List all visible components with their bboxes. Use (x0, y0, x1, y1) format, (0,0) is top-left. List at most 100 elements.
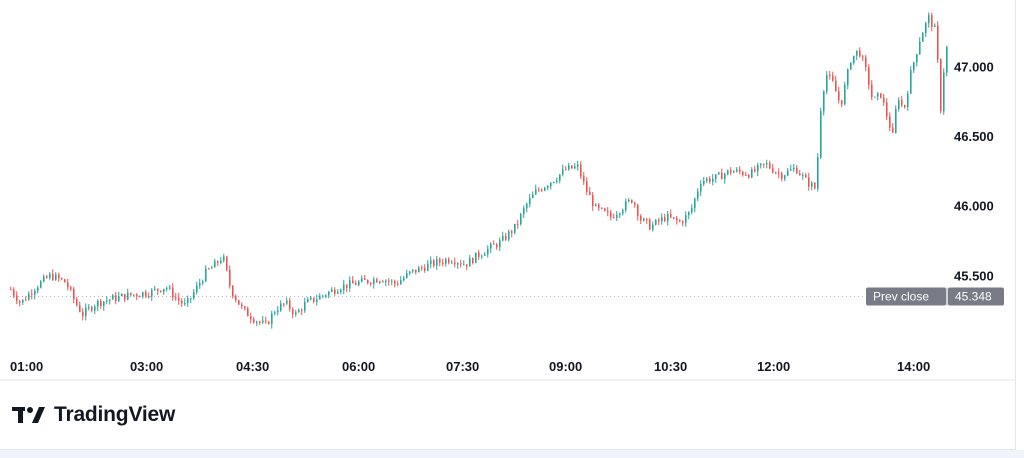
candle-body (856, 50, 858, 56)
candle-body (121, 293, 123, 297)
candle-body (328, 291, 330, 296)
candle-body (160, 290, 162, 292)
candle-body (766, 163, 768, 165)
candle-body (493, 243, 495, 245)
candle-body (865, 57, 867, 68)
candle-body (478, 252, 480, 257)
candle-body (334, 289, 336, 294)
candle-body (268, 321, 270, 324)
candle-body (592, 195, 594, 207)
brand[interactable]: TradingView (12, 402, 175, 428)
candle-body (13, 289, 15, 296)
candle-body (724, 173, 726, 180)
candle-body (241, 304, 243, 307)
candle-body (553, 181, 555, 183)
candle-body (718, 172, 720, 175)
candle-body (886, 102, 888, 117)
candle-body (322, 295, 324, 297)
candle-body (214, 261, 216, 268)
candle-body (67, 282, 69, 288)
candle-body (694, 198, 696, 209)
candle-body (892, 127, 894, 133)
candle-body (55, 274, 57, 280)
candle-body (877, 93, 879, 97)
candle-body (196, 285, 198, 293)
candle-body (97, 300, 99, 307)
candle-body (403, 277, 405, 281)
candle-body (499, 240, 501, 248)
candle-body (469, 258, 471, 267)
candle-body (301, 310, 303, 312)
candle-body (115, 295, 117, 301)
candle-body (661, 217, 663, 222)
candle-body (223, 256, 225, 261)
candle-body (292, 309, 294, 315)
candle-body (175, 297, 177, 299)
candle-body (751, 169, 753, 178)
candle-body (34, 290, 36, 295)
candle-body (124, 293, 126, 300)
candle-body (544, 187, 546, 191)
candle-body (238, 300, 240, 305)
candle-body (631, 199, 633, 203)
candle-body (583, 176, 585, 182)
candle-body (547, 186, 549, 188)
candlestick-chart[interactable]: 47.000 46.500 46.000 45.500 01:00 03:00 04:30… (0, 0, 1016, 450)
candle-body (472, 258, 474, 264)
candle-body (277, 310, 279, 313)
candle-body (421, 267, 423, 269)
candle-body (16, 295, 18, 302)
x-tick-label: 14:00 (897, 359, 930, 374)
candle-body (655, 219, 657, 225)
candle-body (94, 306, 96, 311)
candle-body (550, 182, 552, 187)
candle-body (622, 210, 624, 214)
candle-body (658, 219, 660, 222)
candle-body (250, 316, 252, 320)
candle-body (748, 175, 750, 178)
candle-body (85, 307, 87, 317)
candle-body (343, 284, 345, 290)
candle-body (637, 204, 639, 216)
candle-body (679, 220, 681, 222)
y-axis: 47.000 46.500 46.000 45.500 (954, 59, 994, 283)
candle-body (142, 292, 144, 297)
candle-body (325, 295, 327, 297)
candle-body (109, 299, 111, 301)
candle-body (367, 279, 369, 284)
candle-body (424, 268, 426, 271)
candle-body (730, 170, 732, 173)
candle-body (532, 194, 534, 199)
page-bottom-strip (0, 450, 1024, 458)
candle-body (427, 263, 429, 271)
candle-body (460, 263, 462, 265)
x-tick-label: 01:00 (10, 359, 43, 374)
candle-body (451, 262, 453, 264)
candle-body (400, 280, 402, 285)
candle-body (736, 169, 738, 172)
candle-body (715, 174, 717, 179)
candle-body (355, 283, 357, 285)
candle-body (412, 269, 414, 272)
candle-body (178, 297, 180, 301)
candle-body (841, 100, 843, 105)
candle-body (796, 167, 798, 174)
candle-body (535, 189, 537, 195)
candle-body (253, 319, 255, 323)
x-tick-label: 09:00 (549, 359, 582, 374)
candle-body (208, 268, 210, 270)
candle-body (790, 169, 792, 171)
prev-close-label-text: Prev close (873, 290, 929, 304)
prev-close-label: Prev close 45.348 (866, 287, 1004, 306)
candle-body (391, 280, 393, 282)
candle-body (682, 221, 684, 224)
candle-body (712, 178, 714, 182)
candle-body (703, 180, 705, 185)
candle-body (706, 178, 708, 181)
candle-body (754, 169, 756, 172)
candle-body (727, 170, 729, 174)
candle-body (577, 164, 579, 167)
candle-body (46, 276, 48, 278)
candle-body (475, 252, 477, 264)
candle-body (280, 303, 282, 311)
